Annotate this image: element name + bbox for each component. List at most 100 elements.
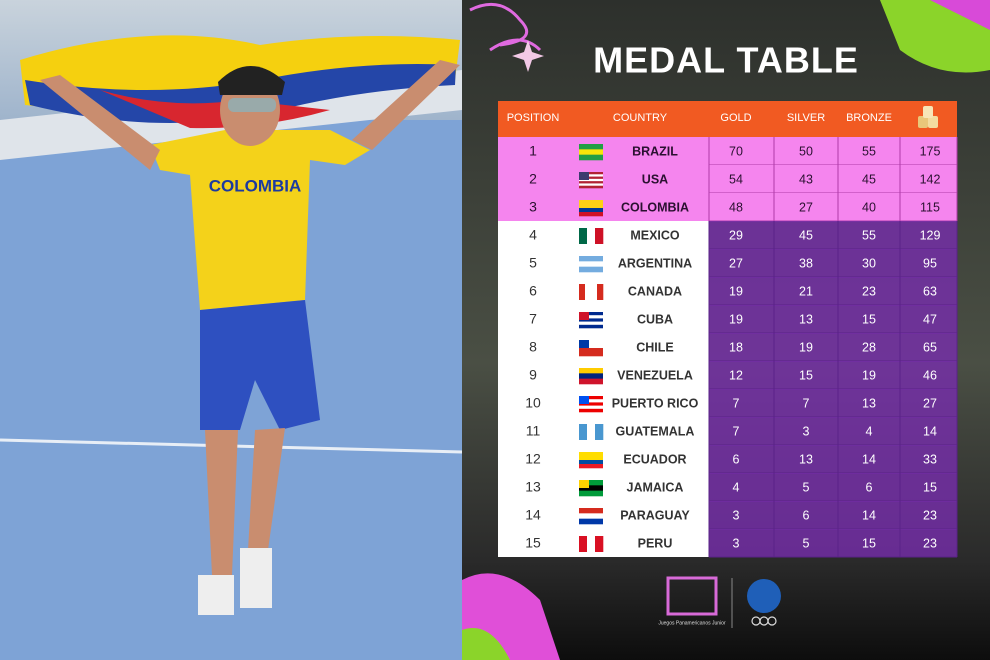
flag-stripe [579,456,603,461]
medal-count: 47 [923,312,937,326]
row-left [498,445,709,473]
country: GUATEMALA [616,424,695,438]
flag-stripe [579,172,603,175]
country: CANADA [628,284,682,298]
medal-count: 14 [862,452,876,466]
medal-count: 15 [862,536,876,550]
flag-stripe [579,340,603,349]
flag [579,172,603,189]
flag-stripe [579,228,588,244]
position: 10 [525,395,541,411]
medal-count: 175 [920,144,941,158]
row-right [709,529,957,557]
row-left [498,501,709,529]
row-right [709,445,957,473]
country: CHILE [636,340,674,354]
medal-count: 29 [729,228,743,242]
medal-count: 13 [862,396,876,410]
row-left [498,165,709,193]
flag-stripe [579,408,603,413]
flag-stripe [579,181,603,184]
row-left [498,137,709,165]
flag-stripe [595,536,604,552]
sparkle [512,40,544,72]
flag-stripe [579,200,603,205]
position: 7 [529,311,537,327]
flag-canton [579,340,589,348]
flag [579,424,604,440]
position: 15 [525,535,541,551]
medal-icon [928,116,938,128]
position: 4 [529,227,537,243]
flag-stripe [591,284,598,300]
flag-stripe [579,261,603,267]
medal-count: 27 [729,256,743,270]
flag-stripe [595,228,604,244]
medal-count: 14 [923,424,937,438]
medal-table: POSITION COUNTRY GOLD SILVER BRONZE 1 BRAZIL 70… [498,101,958,558]
flag [579,228,604,244]
medal-count: 5 [803,480,810,494]
title: MEDAL TABLE [593,40,859,81]
flag [579,452,603,469]
medal-count: 3 [733,536,740,550]
header-row [498,101,957,137]
row-left [498,529,709,557]
country: JAMAICA [627,480,684,494]
flag [579,284,604,300]
flag [579,256,603,273]
medal-count: 12 [729,368,743,382]
medal-count: 19 [799,340,813,354]
flag-stripe [579,324,603,329]
medal-count: 15 [862,312,876,326]
country: CUBA [637,312,673,326]
flag-canton [579,396,589,404]
medal-count: 63 [923,284,937,298]
flag-stripe [595,424,604,440]
flag-stripe [579,405,603,410]
medal-count: 18 [729,340,743,354]
row-right [709,501,957,529]
country: USA [642,172,668,186]
medal-count: 46 [923,368,937,382]
medal-count: 15 [799,368,813,382]
flag-stripe [579,144,603,150]
flag-stripe [597,284,604,300]
flag-stripe [579,178,603,182]
medal-count: 19 [862,368,876,382]
flag-stripe [579,174,603,177]
position: 13 [525,479,541,495]
jersey-text: COLOMBIA [209,176,302,195]
glasses [228,98,276,112]
row-right [709,221,957,249]
medal-count: 7 [803,396,810,410]
row-left [498,305,709,333]
position: 12 [525,451,541,467]
position: 6 [529,283,537,299]
medal-count: 33 [923,452,937,466]
medal-count: 55 [862,144,876,158]
medal-count: 95 [923,256,937,270]
total-icon [918,106,938,128]
country: PUERTO RICO [612,396,699,410]
medal-count: 45 [799,228,813,242]
medal-count: 50 [799,144,813,158]
flag-canton [579,480,589,488]
flag [579,396,603,413]
row-left [498,361,709,389]
decoration [880,0,990,73]
decoration [930,0,990,30]
country: COLOMBIA [621,200,689,214]
flag [579,200,603,217]
flag-stripe [579,373,603,379]
row-right [709,277,957,305]
flag-stripe [579,424,588,440]
flag-stripe [579,266,603,273]
shorts [200,300,320,430]
medal-count: 115 [920,200,940,214]
position: 5 [529,255,537,271]
row-right [709,473,957,501]
flag-stripe [579,154,603,161]
